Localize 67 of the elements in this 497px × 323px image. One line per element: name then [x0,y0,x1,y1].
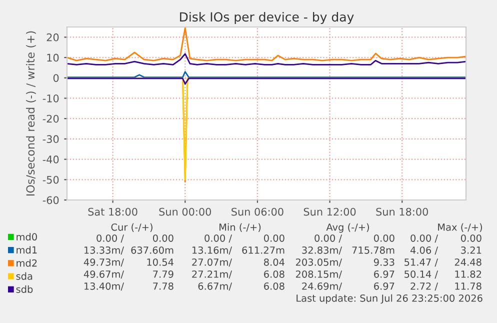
chart-title: Disk IOs per device - by day [180,12,354,24]
text: 0.00 / [314,234,342,243]
text: 27.21m/ [192,270,232,279]
text: 49.67m/ [84,270,124,279]
text: 10.54 [147,258,174,266]
text: 13.33m/ [84,246,124,255]
y-tick-label: 0 [53,74,59,82]
legend-label: md1 [16,246,37,254]
text: 6.67m/ [198,282,232,291]
text: 208.15m/ [296,270,342,279]
text: 50.14 / [404,270,438,279]
y-tick-label: 10 [47,54,59,62]
y-tick-label: -10 [42,94,59,102]
text: 11.82 [455,270,482,278]
legend-label: md0 [16,233,37,241]
text: 27.07m/ [192,258,232,267]
text: 7.79 [153,270,174,278]
text: 51.47 / [404,258,438,267]
text: 4.06 / [410,246,438,255]
y-tick-label: -60 [42,196,59,204]
text: 0.00 [264,234,284,242]
text: 13.40m/ [84,282,124,291]
text: 3.21 [461,246,482,254]
text: Cur (-/+) [111,223,152,232]
x-tick-label: Sun 06:00 [232,208,284,216]
text: 6.97 [374,282,394,290]
text: 49.73m/ [84,258,124,267]
text: Last update: Sun Jul 26 23:25:00 2026 [296,294,482,304]
text: 715.78m [352,246,394,254]
text: 0.00 / [204,234,232,243]
text: 0.00 / [410,234,438,243]
text: 13.16m/ [192,246,232,255]
line-series [67,53,466,66]
text: 24.69m/ [302,282,342,291]
text: 9.33 [374,258,394,266]
x-tick-label: Sun 12:00 [304,208,356,216]
text: 0.00 [374,234,394,242]
y-tick-label: -50 [42,176,59,184]
text: 6.08 [264,282,284,290]
text: 24.48 [454,258,482,266]
text: 7.78 [153,282,174,290]
text: 203.05m/ [296,258,342,267]
text: 0.00 [152,234,174,242]
text: 611.27m [242,246,284,254]
y-tick-label: -20 [42,114,59,123]
legend-label: sdb [16,285,33,293]
text: 637.60m [131,246,174,254]
x-tick-label: Sun 18:00 [376,208,428,216]
y-tick-label: -30 [42,135,59,144]
text: 6.97 [374,270,394,278]
text: Min (-/+) [220,223,261,232]
text: Max (-/+) [438,223,482,232]
x-tick-label: Sat 18:00 [88,208,138,216]
text: 32.83m/ [302,246,342,255]
x-tick-label: Sun 00:00 [159,208,212,216]
text: 11.78 [455,282,482,290]
y-axis-title: IOs/second read (-) / write (+) [26,31,36,196]
y-tick-label: 20 [46,33,59,42]
legend-label: md2 [16,259,37,267]
text: 0.00 / [96,234,124,243]
legend-label: sda [16,272,32,280]
text: 0.00 [460,234,482,242]
text: Avg (-/+) [326,223,369,233]
text: 2.72 / [410,282,438,291]
y-tick-label: -40 [42,156,59,164]
text: 6.08 [264,270,284,278]
text: 8.04 [264,258,284,266]
